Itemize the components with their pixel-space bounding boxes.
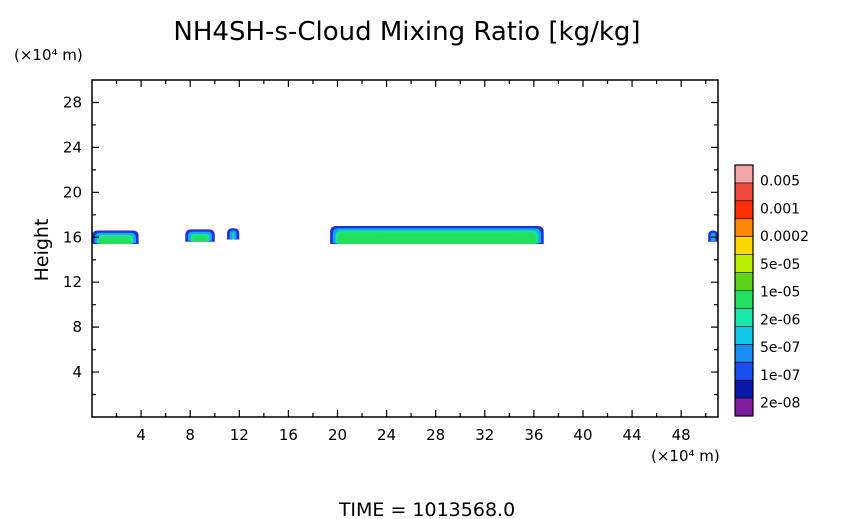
cloud-layer-fill: [338, 232, 536, 245]
y-tick-label: 20: [63, 183, 82, 201]
colorbar-swatch: [735, 326, 753, 345]
cloud-layer-fill: [193, 236, 207, 242]
x-tick-label: 4: [136, 426, 146, 444]
x-tick-label: 36: [524, 426, 543, 444]
cloud-band: [330, 226, 544, 245]
colorbar-swatch: [735, 236, 753, 255]
x-tick-label: 12: [230, 426, 249, 444]
colorbar-swatch: [735, 182, 753, 202]
cloud-band: [185, 229, 215, 242]
y-tick-labels: 4 8 12 16 20 24 28: [63, 93, 82, 381]
time-footer: TIME = 1013568.0: [338, 499, 515, 519]
x-tick-label: 32: [475, 426, 494, 444]
colorbar-swatch: [735, 308, 753, 327]
x-tick-label: 48: [672, 426, 691, 444]
colorbar-swatch: [735, 165, 753, 184]
colorbar-swatch: [735, 218, 753, 238]
y-tick-label: 24: [63, 138, 82, 156]
colorbar-swatch: [735, 272, 753, 291]
colorbar-swatch: [735, 380, 753, 399]
x-unit-label: (×10⁴ m): [651, 447, 720, 465]
x-tick-label: 20: [328, 426, 347, 444]
colorbar-label: 2e-08: [760, 396, 800, 412]
colorbar-swatch: [735, 290, 753, 309]
chart-title: NH4SH-s-Cloud Mixing Ratio [kg/kg]: [173, 17, 640, 47]
colorbar-swatch: [735, 398, 753, 417]
y-tick-label: 8: [72, 318, 82, 336]
x-tick-label: 8: [185, 426, 195, 444]
colorbar-label: 2e-06: [760, 312, 800, 328]
cloud-layer-fill: [232, 232, 235, 240]
cloud-band: [708, 230, 718, 242]
cloud-layer-fill: [99, 237, 131, 245]
colorbar-label: 0.001: [760, 201, 800, 217]
cloud-band: [227, 228, 240, 240]
colorbar-swatch: [735, 254, 753, 273]
colorbar-label: 1e-05: [760, 285, 800, 301]
colorbar-label: 0.0002: [760, 229, 809, 245]
colorbar-label: 1e-07: [760, 368, 800, 384]
cloud-layer: [92, 226, 718, 245]
colorbar-label: 0.005: [760, 174, 800, 190]
tick-marks: [92, 80, 718, 417]
y-axis-label: Height: [31, 219, 53, 282]
colorbar-label: 5e-05: [760, 257, 800, 273]
cloud-band: [92, 230, 139, 245]
y-tick-label: 16: [63, 228, 82, 246]
axis-ticks: [92, 80, 718, 417]
x-tick-label: 44: [623, 426, 642, 444]
colorbar: 0.005 0.001 0.0002 5e-05 1e-05 2e-06 5e-07 1e-0…: [734, 164, 809, 417]
y-tick-label: 28: [63, 93, 82, 111]
y-tick-label: 12: [63, 273, 82, 291]
x-tick-label: 16: [279, 426, 298, 444]
plot-frame: [91, 79, 719, 418]
y-tick-label: 4: [72, 363, 82, 381]
colorbar-swatch: [735, 362, 753, 381]
x-tick-labels: 4 8 12 16 20 24 28 32 36 40 44 48: [136, 426, 690, 444]
x-tick-label: 40: [573, 426, 592, 444]
colorbar-swatch: [735, 200, 753, 220]
y-unit-label: (×10⁴ m): [14, 46, 83, 64]
x-tick-label: 24: [377, 426, 396, 444]
colorbar-swatch: [735, 344, 753, 363]
x-tick-label: 28: [426, 426, 445, 444]
colorbar-label: 5e-07: [760, 340, 800, 356]
